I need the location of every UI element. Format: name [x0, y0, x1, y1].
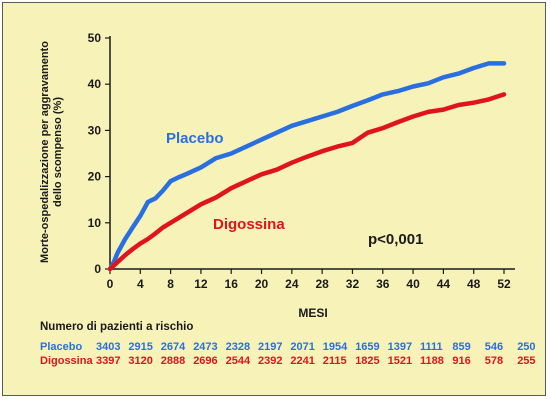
x-tick-label: 0 — [107, 277, 114, 291]
risk-cell: 2115 — [323, 355, 347, 367]
risk-cell: 1954 — [323, 341, 348, 353]
risk-cell: 1111 — [420, 341, 443, 353]
x-tick-label: 44 — [437, 277, 451, 291]
series-label-placebo: Placebo — [166, 130, 224, 147]
risk-cell: 2696 — [193, 355, 217, 367]
risk-cell: 3120 — [128, 355, 152, 367]
risk-cell: 859 — [452, 341, 470, 353]
x-tick-label: 4 — [137, 277, 144, 291]
risk-cell: 2392 — [258, 355, 282, 367]
x-tick-label: 8 — [167, 277, 174, 291]
risk-cell: 916 — [452, 355, 470, 367]
x-axis-label: MESI — [298, 306, 327, 320]
risk-cell: 2071 — [290, 341, 314, 353]
risk-cell: 3397 — [96, 355, 120, 367]
x-tick-label: 40 — [406, 277, 420, 291]
series-label-digossina: Digossina — [213, 216, 285, 233]
y-axis-label-line-1: Morte-ospedalizzazione per aggravamento — [39, 41, 51, 263]
x-tick-label: 52 — [497, 277, 511, 291]
risk-cell: 1188 — [420, 355, 444, 367]
risk-cell: 1397 — [388, 341, 412, 353]
series-line-digossina — [107, 92, 507, 272]
risk-cell: 2197 — [258, 341, 282, 353]
series-line-placebo — [107, 61, 507, 272]
axes — [109, 36, 515, 270]
risk-cell: 250 — [517, 341, 535, 353]
y-tick-label: 10 — [88, 216, 102, 230]
risk-cell: 2544 — [226, 355, 251, 367]
risk-cell: 1521 — [388, 355, 412, 367]
risk-cell: 2473 — [193, 341, 217, 353]
y-tick-label: 20 — [88, 170, 102, 184]
chart-panel — [2, 2, 546, 396]
risk-cell: 2915 — [128, 341, 152, 353]
risk-cell: 1659 — [355, 341, 379, 353]
x-tick-label: 36 — [376, 277, 390, 291]
series-lines — [107, 61, 507, 272]
x-tick-label: 12 — [194, 277, 208, 291]
y-axis-label-line-2: dello scompenso (%) — [52, 97, 64, 207]
risk-cell: 2674 — [161, 341, 186, 353]
risk-cell: 2241 — [290, 355, 314, 367]
y-tick-label: 50 — [88, 31, 102, 45]
x-tick-label: 48 — [467, 277, 481, 291]
risk-row-label-placebo: Placebo — [40, 341, 82, 353]
risk-cell: 578 — [485, 355, 503, 367]
x-tick-label: 28 — [315, 277, 329, 291]
y-axis-label: Morte-ospedalizzazione per aggravamento … — [39, 41, 64, 263]
risk-cell: 2888 — [161, 355, 185, 367]
risk-table-title: Numero di pazienti a rischio — [40, 321, 193, 333]
y-tick-label: 40 — [88, 77, 102, 91]
y-ticks: 0 10 20 30 40 50 — [88, 31, 110, 276]
risk-row-label-digossina: Digossina — [40, 355, 93, 367]
x-tick-label: 16 — [225, 277, 239, 291]
risk-cell: 546 — [485, 341, 503, 353]
y-tick-label: 0 — [94, 262, 101, 276]
x-tick-label: 24 — [285, 277, 299, 291]
p-value-annotation: p<0,001 — [368, 231, 423, 248]
x-tick-label: 20 — [255, 277, 269, 291]
risk-table: Placebo 3403 2915 2674 2473 2328 2197 2071 1954 1… — [40, 341, 536, 367]
risk-cell: 3403 — [96, 341, 120, 353]
risk-cell: 1825 — [355, 355, 379, 367]
y-tick-label: 30 — [88, 123, 102, 137]
risk-cell: 255 — [517, 355, 535, 367]
x-tick-label: 32 — [346, 277, 360, 291]
risk-cell: 2328 — [226, 341, 250, 353]
x-ticks: 0 4 8 12 16 20 24 28 32 36 40 44 48 52 — [107, 269, 511, 291]
